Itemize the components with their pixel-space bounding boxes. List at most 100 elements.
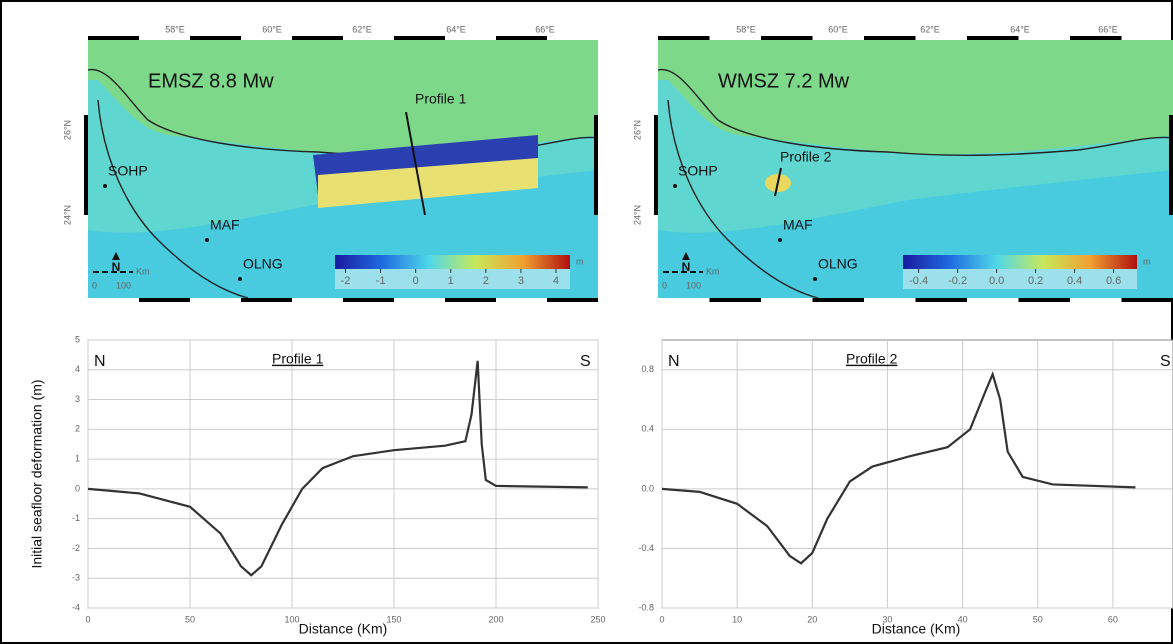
colorbar-tick-label: 0.6 [1106,275,1121,287]
scale-unit: Km [706,266,720,276]
x-tick-label: 200 [488,614,503,624]
colorbar-tick-label: 4 [553,275,559,287]
scale-label: 0 [662,280,667,290]
colorbar-tick-label: -1 [376,275,386,287]
frame-bar [864,36,916,40]
lat-label: 24°N [632,205,642,225]
colorbar-tick-label: -0.2 [948,275,967,287]
y-tick-label: 1 [75,453,80,463]
y-tick-label: 5 [75,334,80,344]
y-tick-label: -4 [72,602,80,612]
x-tick-label: 150 [386,614,401,624]
site-label: SOHP [108,163,148,179]
x-tick-label: 50 [1033,614,1043,624]
site-label: OLNG [243,256,283,272]
site-label: SOHP [678,163,718,179]
lon-label: 66°E [1098,24,1118,34]
scale-label: 100 [686,280,701,290]
annotation: S [580,353,591,370]
frame-bar [1122,298,1173,302]
lat-label: 24°N [62,205,72,225]
y-tick-label: 3 [75,394,80,404]
lat-label: 26°N [632,120,642,140]
y-tick-label: 0.0 [641,483,654,493]
x-tick-label: 20 [807,614,817,624]
y-tick-label: 0.8 [641,364,654,374]
site-marker [673,184,677,188]
annotation: S [1160,353,1171,370]
frame-bar [1169,115,1173,215]
frame-bar [761,36,813,40]
site-marker [205,238,209,242]
colorbar-tick-label: 0.2 [1028,275,1043,287]
colorbar-tick-label: 0.4 [1067,275,1082,287]
annotation: Profile 1 [272,351,324,367]
frame-bar [654,115,658,215]
annotation: Profile 2 [846,351,898,367]
lon-label: 64°E [1010,24,1030,34]
frame-bar [190,36,241,40]
x-tick-label: 50 [185,614,195,624]
frame-bar [547,298,598,302]
frame-bar [88,36,139,40]
site-label: MAF [210,217,240,233]
map: WMSZ 7.2 MwProfile 2SOHPMAFOLNGNKm0100-0… [654,36,1173,302]
x-tick-label: 60 [1108,614,1118,624]
scale-label: 0 [92,280,97,290]
plot-area [88,340,598,608]
frame-bar [813,298,865,302]
scale-label: 100 [116,280,131,290]
x-tick-label: 10 [732,614,742,624]
site-marker [238,277,242,281]
plot-area [662,340,1173,608]
lon-label: 58°E [165,24,185,34]
y-tick-label: -2 [72,543,80,553]
profile-label: Profile 1 [415,91,467,107]
frame-bar [292,36,343,40]
frame-bar [241,298,292,302]
x-axis-label: Distance (Km) [872,621,961,637]
frame-bar [594,115,598,215]
annotation: N [668,353,680,370]
x-tick-label: 100 [284,614,299,624]
frame-bar [84,115,88,215]
y-tick-label: 4 [75,364,80,374]
map: EMSZ 8.8 MwProfile 1SOHPMAFOLNGNKm0100-2… [84,36,598,302]
figure: EMSZ 8.8 MwProfile 1SOHPMAFOLNGNKm0100-2… [0,0,1173,644]
y-tick-label: -0.8 [638,602,654,612]
frame-bar [445,298,496,302]
colorbar [903,255,1137,269]
colorbar-tick-label: -0.4 [909,275,928,287]
y-axis-label: Initial seafloor deformation (m) [29,379,45,568]
map-title: EMSZ 8.8 Mw [148,70,274,92]
site-label: MAF [783,217,813,233]
profile-label: Profile 2 [780,149,832,165]
site-marker [103,184,107,188]
frame-bar [496,36,547,40]
colorbar [335,255,570,269]
frame-bar [139,298,190,302]
y-tick-label: -3 [72,573,80,583]
frame-bar [1070,36,1122,40]
lon-label: 58°E [736,24,756,34]
x-tick-label: 250 [590,614,605,624]
colorbar-tick-label: -2 [341,275,351,287]
frame-bar [710,298,762,302]
colorbar-tick-label: 0.0 [989,275,1004,287]
frame-bar [916,298,968,302]
lat-label: 26°N [62,120,72,140]
lon-label: 62°E [352,24,372,34]
colorbar-tick-label: 2 [483,275,489,287]
lon-label: 66°E [535,24,555,34]
lon-label: 62°E [920,24,940,34]
lon-label: 60°E [262,24,282,34]
colorbar-unit: m [1143,256,1151,266]
site-label: OLNG [818,256,858,272]
colorbar-unit: m [576,256,584,266]
y-tick-label: 0.4 [641,424,654,434]
y-tick-label: 2 [75,424,80,434]
frame-bar [343,298,394,302]
frame-bar [394,36,445,40]
y-tick-label: -1 [72,513,80,523]
site-marker [778,238,782,242]
